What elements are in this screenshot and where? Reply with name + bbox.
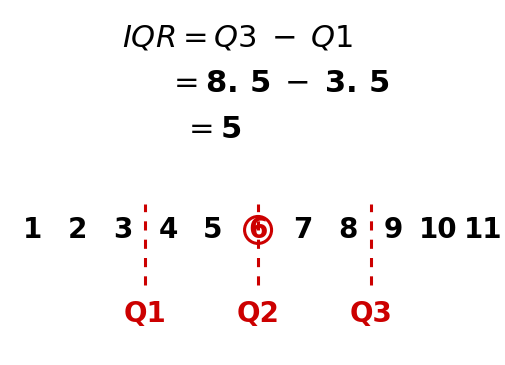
Text: 7: 7: [293, 216, 312, 244]
Text: 4: 4: [158, 216, 177, 244]
Text: Q3: Q3: [348, 300, 391, 328]
Text: Q1: Q1: [124, 300, 167, 328]
Text: $\mathit{IQR} = \mathit{Q3}\;-\;\mathit{Q1}$: $\mathit{IQR} = \mathit{Q3}\;-\;\mathit{…: [122, 24, 353, 53]
Text: 6: 6: [248, 216, 267, 244]
Text: 8: 8: [338, 216, 357, 244]
Text: 9: 9: [383, 216, 402, 244]
Text: 5: 5: [203, 216, 222, 244]
Text: 3: 3: [113, 216, 132, 244]
Text: 1: 1: [23, 216, 42, 244]
Text: $= \mathbf{8.\,5}\;-\;\mathbf{3.\,5}$: $= \mathbf{8.\,5}\;-\;\mathbf{3.\,5}$: [167, 69, 388, 99]
Text: Q2: Q2: [236, 300, 279, 328]
Text: 10: 10: [418, 216, 457, 244]
Text: 11: 11: [463, 216, 501, 244]
Text: 2: 2: [68, 216, 87, 244]
Text: $= \mathbf{5}$: $= \mathbf{5}$: [183, 115, 241, 144]
